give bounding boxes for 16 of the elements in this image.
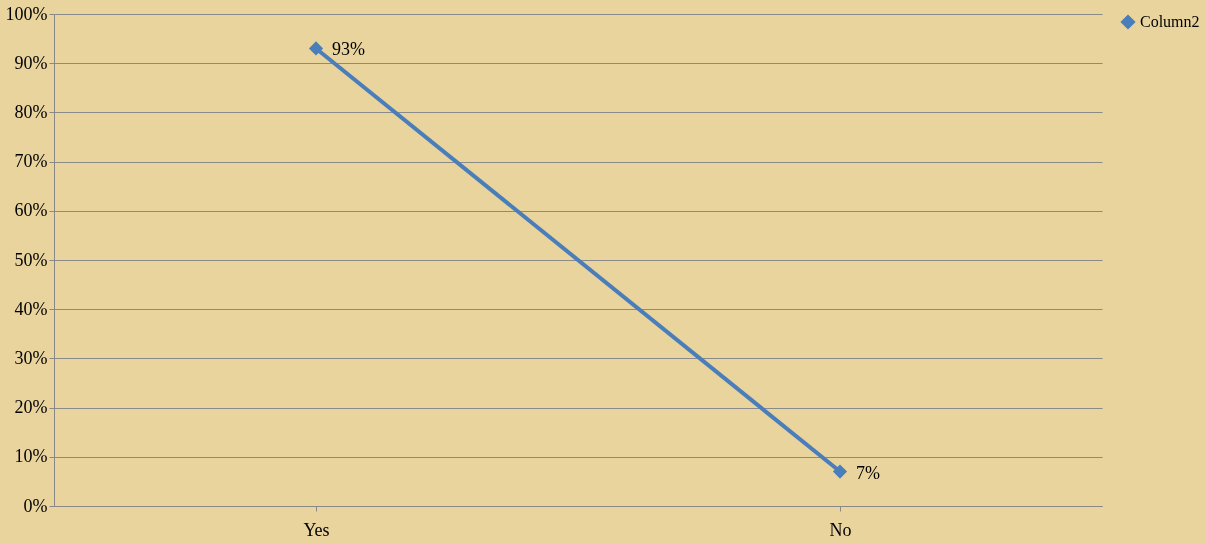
legend-label: Column2 bbox=[1140, 13, 1200, 30]
y-tick-label: 0% bbox=[23, 495, 48, 516]
y-tick-label: 30% bbox=[14, 347, 48, 368]
data-label: 93% bbox=[332, 39, 365, 60]
y-tick-label: 90% bbox=[14, 52, 48, 73]
x-tick-label: No bbox=[829, 519, 852, 540]
y-tick-label: 100% bbox=[5, 3, 48, 24]
y-tick-label: 80% bbox=[14, 101, 48, 122]
y-tick-label: 70% bbox=[14, 151, 48, 172]
y-tick-label: 10% bbox=[14, 446, 48, 467]
data-label: 7% bbox=[856, 462, 880, 483]
x-tick-label: Yes bbox=[303, 519, 330, 540]
y-tick-label: 60% bbox=[14, 200, 48, 221]
y-tick-label: 40% bbox=[14, 298, 48, 319]
y-tick-label: 50% bbox=[14, 249, 48, 270]
y-tick-label: 20% bbox=[14, 397, 48, 418]
